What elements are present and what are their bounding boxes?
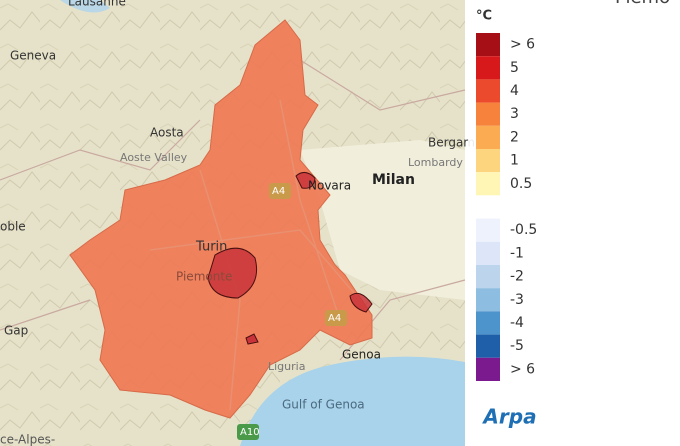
legend-swatch	[476, 125, 500, 149]
map-label: A10	[240, 427, 260, 438]
legend-label: 1	[510, 153, 519, 169]
map-label: A4	[328, 313, 341, 324]
legend-label: -2	[510, 269, 524, 285]
legend-swatch	[476, 288, 500, 312]
legend-swatch	[476, 172, 500, 196]
legend-label: -1	[510, 245, 524, 261]
map-label: ce-Alpes-	[0, 433, 55, 446]
map-label: Liguria	[268, 360, 305, 373]
lake	[60, 0, 110, 13]
map-label: Gap	[4, 324, 28, 338]
map-labels: Lausanne Geneva Aosta Aoste Valley Bergam Lom…	[0, 0, 475, 446]
legend-swatch	[476, 241, 500, 265]
map-label: Bergam	[428, 136, 475, 150]
legend-label: 3	[510, 106, 519, 122]
borders	[0, 59, 466, 361]
legend-swatch	[476, 56, 500, 80]
legend-label: -3	[510, 292, 524, 308]
map-label: Aosta	[150, 126, 184, 140]
legend-label: 5	[510, 60, 519, 76]
hot-spot	[295, 172, 316, 189]
legend-swatch	[476, 195, 500, 219]
legend-swatch	[476, 311, 500, 335]
legend-title: °C	[476, 9, 492, 24]
legend: > 6 5 4 3 2 1 0.5 -0.5 -1 -2 -3 -4 -5 > 6	[476, 33, 537, 381]
logo: Arpa	[481, 405, 536, 429]
map-label: Geneva	[10, 49, 56, 63]
legend-label: 4	[510, 83, 519, 99]
map-label: A4	[272, 186, 285, 197]
sea	[240, 356, 465, 446]
hot-spot	[245, 333, 259, 345]
map-label: oble	[0, 220, 26, 234]
map-label: Turin	[195, 240, 227, 255]
legend-label: > 6	[510, 37, 535, 53]
region-anomaly	[69, 19, 373, 419]
legend-swatch	[476, 79, 500, 103]
road-badge	[269, 183, 291, 199]
legend-swatch	[476, 33, 500, 57]
legend-swatch	[476, 218, 500, 242]
map-label: Lausanne	[68, 0, 126, 9]
legend-label: -4	[510, 315, 524, 331]
legend-swatch	[476, 149, 500, 173]
page-title: Piemo	[615, 0, 670, 8]
legend-label: > 6	[510, 361, 535, 377]
map-label: Lombardy	[408, 156, 463, 169]
logo-panel	[468, 396, 552, 446]
road-badge	[325, 310, 347, 326]
legend-label: 2	[510, 129, 519, 145]
map-label: Aoste Valley	[120, 151, 188, 164]
map-label: Piemonte	[176, 270, 232, 284]
map-label: Gulf of Genoa	[282, 398, 365, 412]
legend-label: -0.5	[510, 222, 537, 238]
legend-label: 0.5	[510, 176, 532, 192]
map-label: Genoa	[342, 348, 381, 362]
legend-swatch	[476, 357, 500, 381]
legend-swatch	[476, 334, 500, 358]
map-label: Milan	[372, 172, 415, 188]
hot-spot	[349, 292, 373, 313]
hot-spot	[207, 247, 258, 299]
road-badge	[237, 424, 259, 440]
legend-swatch	[476, 102, 500, 126]
legend-swatch	[476, 265, 500, 289]
roads	[149, 99, 361, 411]
plain	[300, 140, 465, 300]
map-label: Novara	[308, 179, 351, 193]
legend-label: -5	[510, 338, 524, 354]
